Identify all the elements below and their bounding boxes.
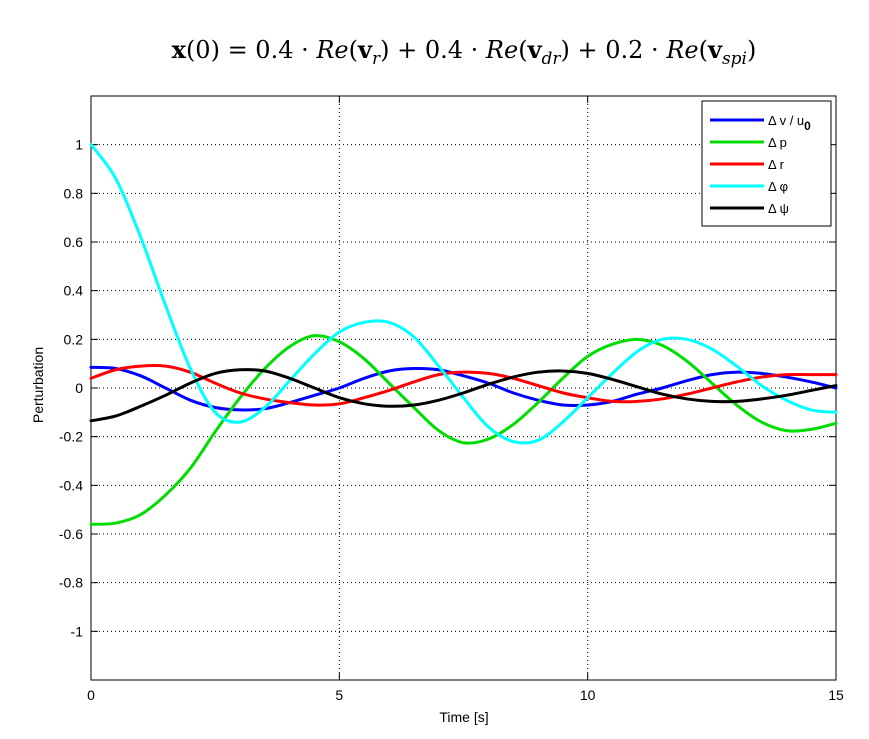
grid-layer <box>91 96 836 680</box>
title-part: Re <box>315 36 348 64</box>
title-part: r <box>372 49 381 69</box>
title-part: Re <box>665 36 698 64</box>
legend-label: Δ p <box>768 135 787 150</box>
x-tick-label: 10 <box>580 687 596 703</box>
title-part: spi <box>722 49 747 69</box>
y-tick-label: -1 <box>71 623 84 639</box>
x-tick-label: 15 <box>828 687 844 703</box>
y-tick-label: 1 <box>75 137 83 153</box>
title-part: ) + 0.2 · <box>561 36 667 64</box>
y-tick-label: 0.6 <box>64 234 84 250</box>
title-part: Re <box>485 36 518 64</box>
y-tick-label: -0.6 <box>59 526 83 542</box>
title-part: dr <box>542 49 562 69</box>
title-part: ( <box>518 36 527 64</box>
legend-label-main: Δ φ <box>768 179 788 194</box>
legend-label-main: Δ p <box>768 135 787 150</box>
x-axis-label: Time [s] <box>439 709 488 725</box>
y-tick-label: -0.8 <box>59 575 83 591</box>
title-part: ( <box>699 36 708 64</box>
y-tick-label: 0.8 <box>64 185 84 201</box>
y-tick-label: -0.2 <box>59 429 83 445</box>
title-part: v <box>527 35 543 64</box>
title-part: ) <box>747 36 756 64</box>
legend-label-main: Δ v / u <box>768 113 804 128</box>
series-layer <box>89 143 838 526</box>
series-line-2 <box>89 363 838 407</box>
legend-label: Δ r <box>768 157 785 172</box>
chart-title: x(0) = 0.4 · Re(vr) + 0.4 · Re(vdr) + 0.… <box>172 35 757 69</box>
y-tick-label: 0.2 <box>64 331 84 347</box>
y-axis-label: Perturbation <box>30 347 46 423</box>
series-line-3 <box>89 143 838 445</box>
y-tick-label: 0 <box>75 380 83 396</box>
legend-label-main: Δ ψ <box>768 201 789 216</box>
ticks-layer: 0 5 10 15 -1 -0.8 -0.6 -0.4 -0.2 0 0.2 0.4 0.6 0.8 1 <box>59 96 844 703</box>
title-part: v <box>707 35 723 64</box>
y-tick-label: 0.4 <box>64 283 84 299</box>
title-part: ) + 0.4 · <box>380 36 486 64</box>
x-tick-label: 0 <box>87 687 95 703</box>
title-part: (0) = 0.4 · <box>186 36 316 64</box>
legend: Δ v / u0 Δ p Δ r Δ φ Δ ψ <box>701 100 832 227</box>
series-line-4 <box>89 368 838 423</box>
title-part: x <box>172 35 187 64</box>
legend-label-sub: 0 <box>804 119 811 133</box>
legend-label: Δ v / u0 <box>768 113 811 133</box>
series-line-1 <box>89 334 838 526</box>
title-part: ( <box>349 36 358 64</box>
series-line-0 <box>89 365 838 412</box>
title-part: v <box>357 35 373 64</box>
legend-label: Δ ψ <box>768 201 789 216</box>
x-tick-label: 5 <box>335 687 343 703</box>
legend-label: Δ φ <box>768 179 788 194</box>
y-tick-label: -0.4 <box>59 477 83 493</box>
legend-label-main: Δ r <box>768 157 785 172</box>
